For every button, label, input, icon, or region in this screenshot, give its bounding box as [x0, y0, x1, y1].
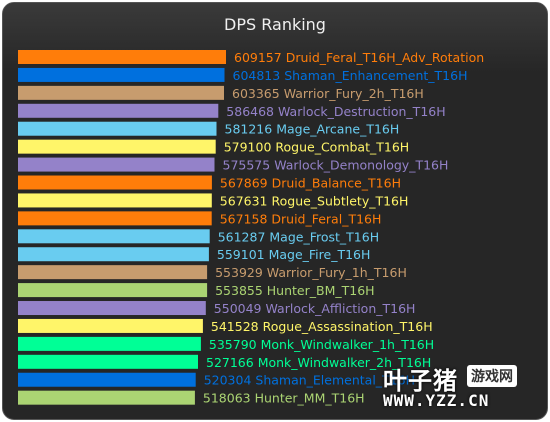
- bar-Mage_Frost_T16H: [18, 229, 210, 244]
- bar-label-Mage_Frost_T16H: 561287 Mage_Frost_T16H: [218, 229, 379, 244]
- bar-Hunter_BM_T16H: [18, 283, 208, 298]
- bar-Rogue_Assassination_T16H: [18, 318, 203, 333]
- bar-label-Monk_Windwalker_1h_T16H: 535790 Monk_Windwalker_1h_T16H: [209, 337, 434, 352]
- bar-Monk_Windwalker_1h_T16H: [18, 336, 201, 351]
- watermark-url: WWW.YZZ.CN: [383, 391, 490, 410]
- bar-label-Shaman_Elemental_T16H: 520304 Shaman_Elemental_T16H: [204, 373, 415, 388]
- bar-label-Warlock_Destruction_T16H: 586468 Warlock_Destruction_T16H: [226, 104, 445, 119]
- bar-Rogue_Subtlety_T16H: [18, 193, 212, 208]
- bar-Mage_Fire_T16H: [18, 247, 209, 262]
- chart-title: DPS Ranking: [224, 15, 326, 34]
- bar-label-Shaman_Enhancement_T16H: 604813 Shaman_Enhancement_T16H: [233, 68, 468, 83]
- bar-label-Druid_Balance_T16H: 567869 Druid_Balance_T16H: [220, 176, 401, 191]
- bar-label-Druid_Feral_T16H: 567158 Druid_Feral_T16H: [220, 211, 382, 226]
- bar-Warrior_Fury_1h_T16H: [18, 265, 208, 280]
- bar-Mage_Arcane_T16H: [18, 121, 217, 136]
- bar-label-Mage_Arcane_T16H: 581216 Mage_Arcane_T16H: [225, 122, 400, 137]
- bar-label-Warlock_Affliction_T16H: 550049 Warlock_Affliction_T16H: [214, 301, 416, 316]
- bar-label-Hunter_MM_T16H: 518063 Hunter_MM_T16H: [203, 391, 365, 406]
- bar-Warlock_Affliction_T16H: [18, 301, 206, 316]
- bar-label-Rogue_Assassination_T16H: 541528 Rogue_Assassination_T16H: [211, 319, 433, 334]
- bar-Hunter_MM_T16H: [18, 390, 195, 405]
- bar-Rogue_Combat_T16H: [18, 139, 216, 154]
- bar-label-Monk_Windwalker_2h_T16H: 527166 Monk_Windwalker_2h_T16H: [206, 355, 431, 370]
- bar-label-Warrior_Fury_1h_T16H: 553929 Warrior_Fury_1h_T16H: [215, 265, 407, 280]
- watermark-logo: 叶子猪: [383, 367, 458, 395]
- watermark: 叶子猪 游戏网 WWW.YZZ.CN: [383, 361, 543, 415]
- bar-chart: 609157 Druid_Feral_T16H_Adv_Rotation 6048…: [18, 50, 484, 406]
- bar-label-Warlock_Demonology_T16H: 575575 Warlock_Demonology_T16H: [223, 158, 449, 173]
- bar-Monk_Windwalker_2h_T16H: [18, 354, 198, 369]
- bar-Warlock_Demonology_T16H: [18, 157, 215, 172]
- bar-Druid_Feral_T16H_Adv_Rotation: [18, 50, 226, 64]
- bar-Druid_Balance_T16H: [18, 175, 212, 190]
- bar-label-Rogue_Subtlety_T16H: 567631 Rogue_Subtlety_T16H: [220, 193, 409, 208]
- bar-Shaman_Elemental_T16H: [18, 372, 196, 387]
- bar-label-Rogue_Combat_T16H: 579100 Rogue_Combat_T16H: [224, 140, 410, 155]
- bar-Warlock_Destruction_T16H: [18, 103, 219, 118]
- watermark-badge: 游戏网: [467, 365, 517, 387]
- bar-label-Hunter_BM_T16H: 553855 Hunter_BM_T16H: [215, 283, 374, 298]
- bar-label-Warrior_Fury_2h_T16H: 603365 Warrior_Fury_2h_T16H: [232, 86, 424, 101]
- bar-Druid_Feral_T16H: [18, 211, 212, 226]
- bar-label-Mage_Fire_T16H: 559101 Mage_Fire_T16H: [217, 247, 371, 262]
- bar-Shaman_Enhancement_T16H: [18, 67, 225, 82]
- bar-label-Druid_Feral_T16H_Adv_Rotation: 609157 Druid_Feral_T16H_Adv_Rotation: [234, 50, 484, 65]
- bar-Warrior_Fury_2h_T16H: [18, 85, 224, 100]
